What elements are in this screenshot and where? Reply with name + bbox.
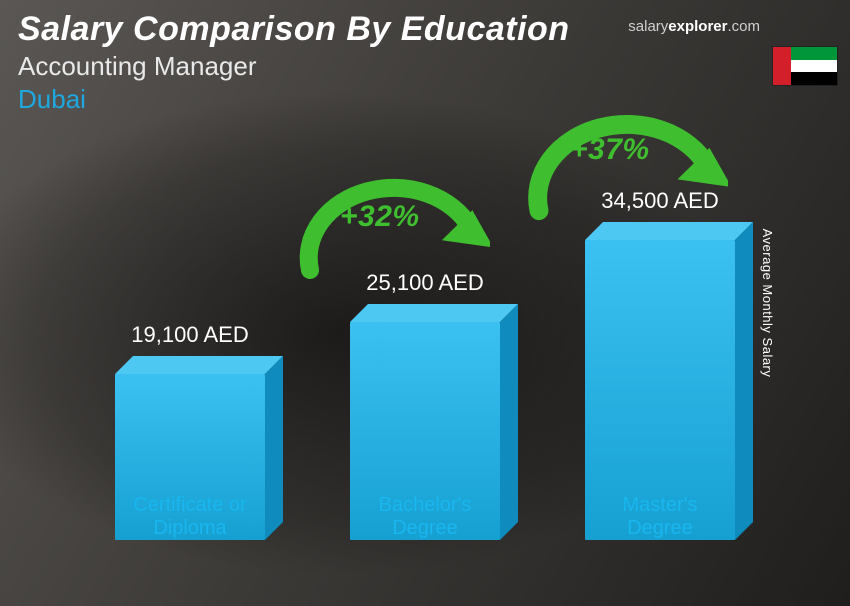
uae-flag-icon: [772, 46, 838, 86]
increase-arc: +32%: [290, 152, 490, 282]
bar-chart: 19,100 AEDCertificate orDiploma25,100 AE…: [40, 160, 800, 592]
bar-value: 19,100 AED: [100, 322, 280, 348]
bar-top: [350, 304, 518, 322]
increase-pct: +32%: [340, 200, 420, 234]
brand-watermark: salaryexplorer.com: [628, 18, 760, 35]
chart-subtitle: Accounting Manager: [18, 51, 832, 82]
flag-stripe-3: [791, 72, 837, 85]
brand-bold: explorer: [668, 18, 727, 35]
bar-side: [735, 222, 753, 540]
bar-label: Bachelor'sDegree: [325, 494, 525, 540]
increase-pct: +37%: [570, 133, 650, 167]
bar-label: Master'sDegree: [560, 494, 760, 540]
brand-suffix: .com: [727, 18, 760, 35]
brand-prefix: salary: [628, 18, 668, 35]
flag-stripe-1: [791, 47, 837, 60]
bar-top: [115, 356, 283, 374]
increase-arc: +37%: [518, 85, 728, 225]
flag-bar: [773, 47, 791, 85]
flag-stripe-2: [791, 60, 837, 73]
bar-label: Certificate orDiploma: [90, 494, 290, 540]
